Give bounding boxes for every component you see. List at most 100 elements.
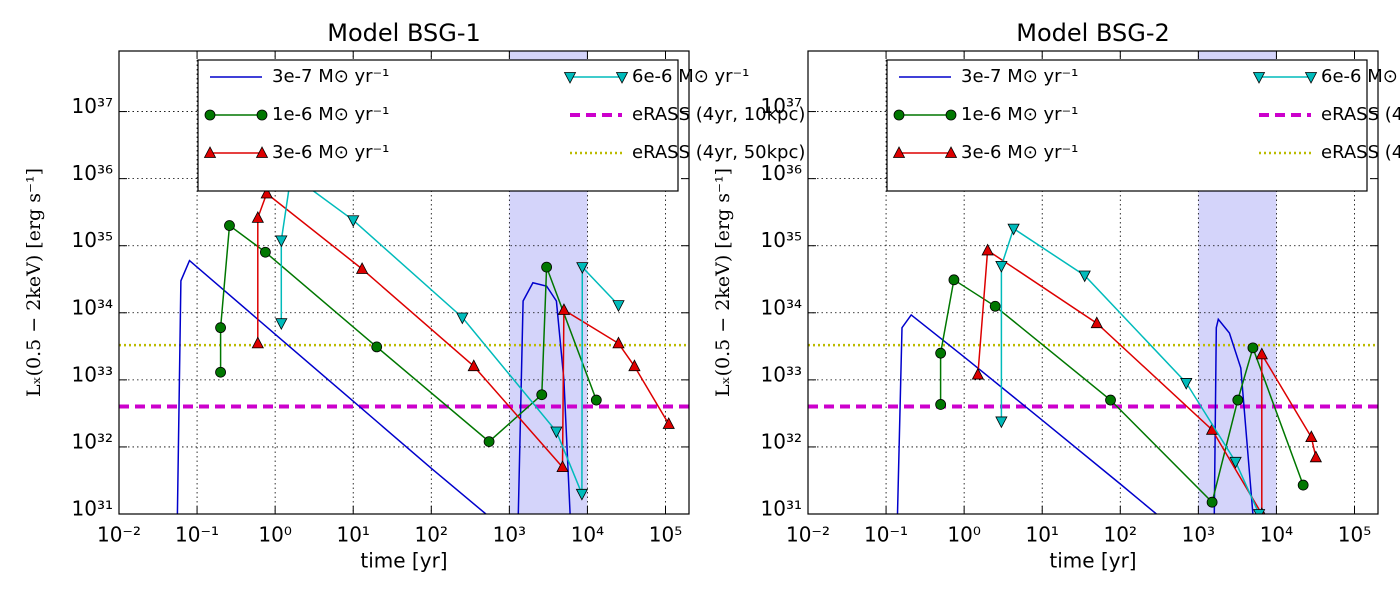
panel-title: Model BSG-2	[1016, 19, 1170, 47]
y-tick-label: 10³⁴	[72, 295, 113, 319]
marker	[204, 109, 216, 121]
x-tick-label: 10³	[493, 523, 526, 547]
legend-box	[197, 59, 679, 192]
legend-label: 1e-6 M⊙ yr⁻¹	[272, 104, 389, 125]
marker	[944, 146, 958, 158]
series-line	[257, 192, 670, 470]
legend-label: eRASS (4yr, 50kpc)	[632, 142, 805, 163]
marker	[456, 312, 469, 325]
marker	[251, 211, 264, 223]
panel: Model BSG-1 10⁻² 10⁻¹ 10⁰ 10¹ 10² 10³ 10⁴ 10⁵ 10³…	[23, 19, 805, 573]
legend-label: eRASS (4yr, 10kpc)	[632, 104, 805, 125]
marker	[612, 336, 625, 349]
plot-area	[119, 169, 689, 514]
x-tick-label: 10⁻¹	[175, 523, 219, 547]
marker	[483, 436, 495, 448]
marker	[1105, 394, 1116, 406]
marker	[556, 460, 569, 473]
x-tick-label: 10¹	[1025, 523, 1058, 547]
legend-box	[886, 59, 1368, 192]
y-tick-label: 10³⁷	[761, 94, 802, 118]
x-tick-label: 10⁻²	[97, 523, 141, 547]
marker	[1090, 316, 1103, 329]
plot-area	[808, 223, 1378, 514]
marker	[203, 146, 217, 158]
x-tick-label: 10³	[1182, 523, 1215, 547]
marker	[260, 186, 273, 199]
y-tick-label: 10³⁵	[761, 228, 802, 252]
marker	[948, 274, 960, 286]
legend-label: eRASS (4yr, 50kpc)	[1321, 142, 1400, 163]
marker	[251, 336, 264, 349]
axes-frame	[118, 50, 690, 515]
legend-label: 6e-6 M⊙ yr⁻¹	[632, 66, 749, 87]
legend-label: 1e-6 M⊙ yr⁻¹	[961, 104, 1078, 125]
legend-label: 3e-6 M⊙ yr⁻¹	[961, 142, 1078, 163]
x-tick-label: 10⁰	[947, 523, 980, 547]
marker	[981, 243, 994, 256]
marker	[935, 399, 947, 410]
marker	[615, 72, 629, 84]
x-tick-label: 10⁵	[1338, 523, 1371, 547]
marker	[945, 109, 957, 121]
marker	[215, 366, 226, 378]
marker	[995, 416, 1008, 429]
marker	[467, 359, 480, 372]
marker	[575, 488, 589, 501]
marker	[590, 394, 602, 406]
marker	[935, 347, 947, 359]
marker	[576, 262, 589, 274]
marker	[1304, 72, 1318, 84]
marker	[371, 341, 383, 353]
y-axis-label: Lₓ(0.5 − 2keV) [erg s⁻¹]	[23, 168, 45, 397]
y-tick-label: 10³¹	[72, 497, 113, 521]
marker	[1206, 496, 1218, 508]
marker	[989, 300, 1001, 312]
y-tick-label: 10³³	[72, 362, 113, 386]
marker	[1309, 450, 1323, 463]
marker	[893, 109, 905, 121]
marker	[892, 146, 906, 158]
y-tick-label: 10³⁶	[761, 161, 802, 185]
y-tick-label: 10³¹	[761, 497, 802, 521]
y-tick-label: 10³⁷	[72, 94, 113, 118]
marker	[563, 72, 577, 84]
marker	[550, 426, 563, 439]
y-tick-label: 10³³	[761, 362, 802, 386]
marker	[1232, 394, 1244, 406]
marker	[1180, 378, 1193, 390]
marker	[275, 318, 288, 331]
x-axis-label: time [yr]	[360, 549, 447, 573]
marker	[1247, 342, 1259, 354]
marker	[536, 389, 548, 401]
marker	[1229, 456, 1242, 469]
x-tick-label: 10²	[415, 523, 448, 547]
legend-label: 6e-6 M⊙ yr⁻¹	[1321, 66, 1400, 87]
x-tick-label: 10¹	[336, 523, 369, 547]
x-axis-label: time [yr]	[1049, 549, 1136, 573]
y-tick-label: 10³²	[761, 429, 802, 453]
marker	[612, 300, 625, 313]
y-tick-label: 10³⁴	[761, 295, 802, 319]
marker	[628, 359, 641, 372]
legend-label: 3e-7 M⊙ yr⁻¹	[961, 66, 1078, 87]
marker	[1252, 509, 1266, 514]
marker	[275, 235, 288, 248]
legend-label: 3e-7 M⊙ yr⁻¹	[272, 66, 389, 87]
x-tick-label: 10⁻¹	[864, 523, 908, 547]
x-tick-label: 10⁴	[1260, 523, 1293, 547]
marker	[355, 262, 369, 274]
marker	[557, 303, 571, 315]
x-tick-label: 10⁻²	[786, 523, 830, 547]
marker	[995, 261, 1008, 273]
axes-frame	[807, 50, 1379, 515]
marker	[662, 417, 675, 429]
marker	[1305, 430, 1318, 443]
y-axis-label: Lₓ(0.5 − 2keV) [erg s⁻¹]	[712, 168, 734, 397]
marker	[224, 220, 235, 231]
x-tick-label: 10²	[1104, 523, 1137, 547]
marker	[1255, 347, 1268, 360]
panel: Model BSG-2 10⁻² 10⁻¹ 10⁰ 10¹ 10² 10³ 10⁴ 10⁵ 10³…	[712, 19, 1400, 573]
marker	[1007, 223, 1020, 236]
